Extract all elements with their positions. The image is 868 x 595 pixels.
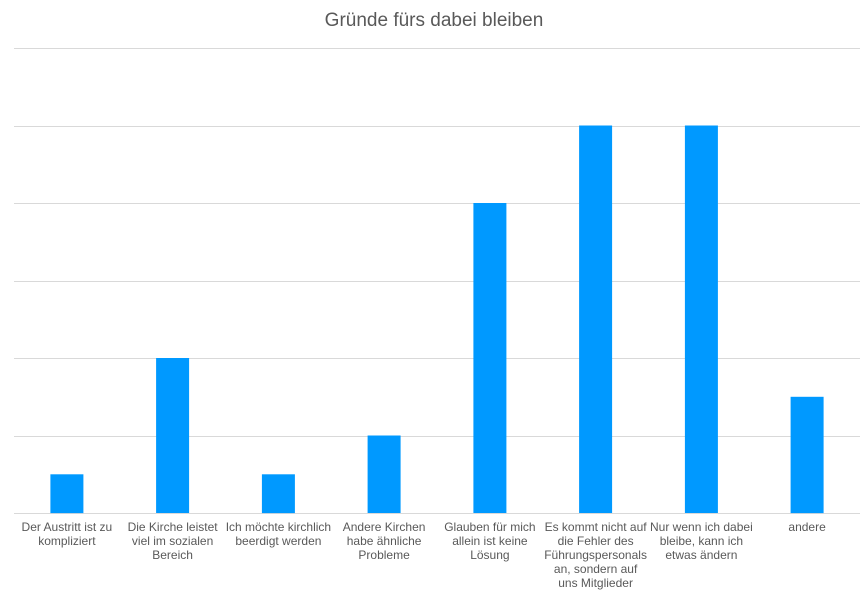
x-tick-label: Nur wenn ich dabei bleibe, kann ich etwa…: [650, 520, 753, 562]
bar-6: [579, 125, 613, 513]
x-tick-label: Glauben für mich allein ist keine Lösung: [444, 520, 536, 562]
x-tick-label: Andere Kirchen habe ähnliche Probleme: [342, 520, 426, 562]
bar-8: [790, 396, 824, 514]
x-tick-label: Die Kirche leistet viel im sozialen Bere…: [127, 520, 218, 562]
bar-2: [156, 358, 190, 513]
x-tick-label: Der Austritt ist zu kompliziert: [21, 520, 113, 548]
bar-1: [50, 474, 84, 514]
x-tick-label: andere: [788, 520, 826, 534]
bar-7: [684, 125, 718, 513]
x-tick-label: Ich möchte kirchlich beerdigt werden: [225, 520, 332, 548]
chart-title: Gründe fürs dabei bleiben: [324, 10, 544, 31]
bar-5: [473, 203, 507, 513]
bar-3: [261, 474, 295, 514]
bar-4: [367, 435, 401, 513]
x-tick-label: Es kommt nicht auf die Fehler des Führun…: [544, 520, 647, 590]
